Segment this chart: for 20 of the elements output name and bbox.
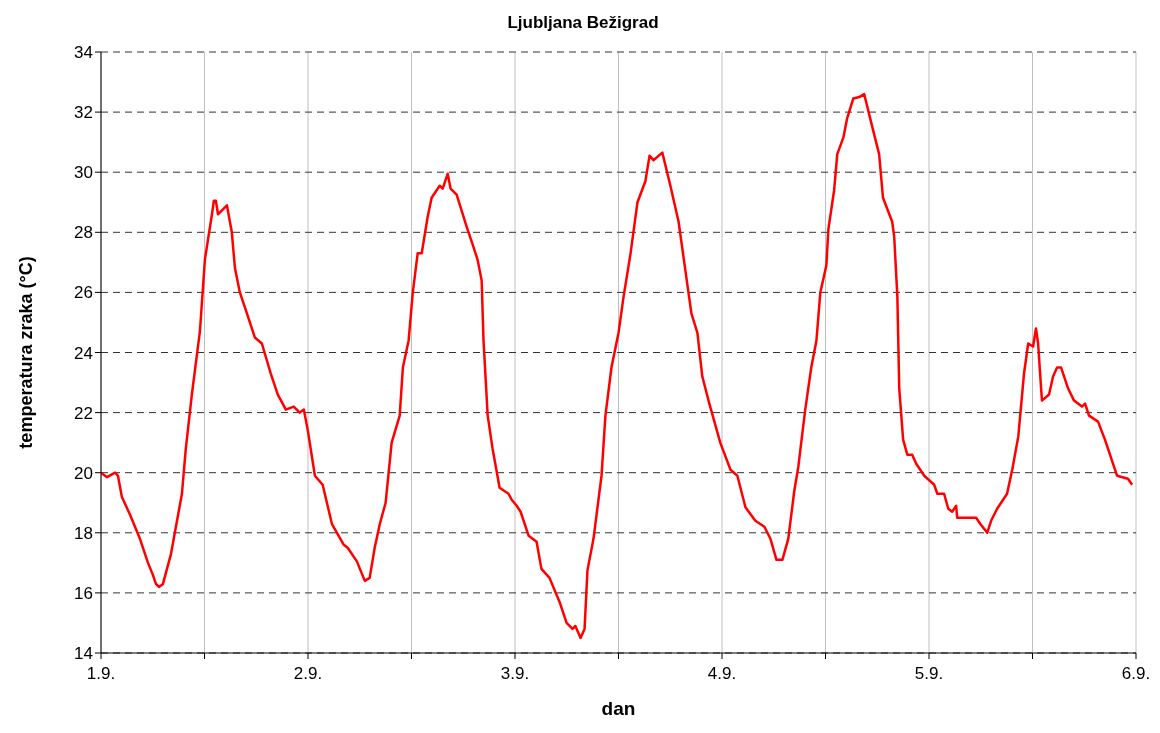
y-tick-label: 14 bbox=[74, 644, 93, 664]
y-axis-title: temperatura zraka (°C) bbox=[16, 256, 37, 449]
y-tick-label: 26 bbox=[74, 283, 93, 303]
y-tick-label: 20 bbox=[74, 463, 93, 483]
y-tick-label: 32 bbox=[74, 103, 93, 123]
x-tick-label: 5.9. bbox=[914, 664, 944, 684]
y-tick-label: 16 bbox=[74, 583, 93, 603]
x-axis-title: dan bbox=[601, 698, 636, 719]
y-tick-label: 30 bbox=[74, 163, 93, 183]
y-tick-label: 34 bbox=[74, 43, 93, 63]
y-tick-label: 18 bbox=[74, 523, 93, 543]
x-tick-label: 3.9. bbox=[500, 664, 530, 684]
y-tick-label: 24 bbox=[74, 343, 93, 363]
y-tick-label: 28 bbox=[74, 223, 93, 243]
y-tick-label: 22 bbox=[74, 403, 93, 423]
chart-title: Ljubljana Bežigrad bbox=[506, 12, 660, 34]
x-tick-label: 2.9. bbox=[293, 664, 323, 684]
x-tick-label: 4.9. bbox=[707, 664, 737, 684]
x-tick-label: 1.9. bbox=[86, 664, 116, 684]
x-tick-label: 6.9. bbox=[1121, 664, 1151, 684]
